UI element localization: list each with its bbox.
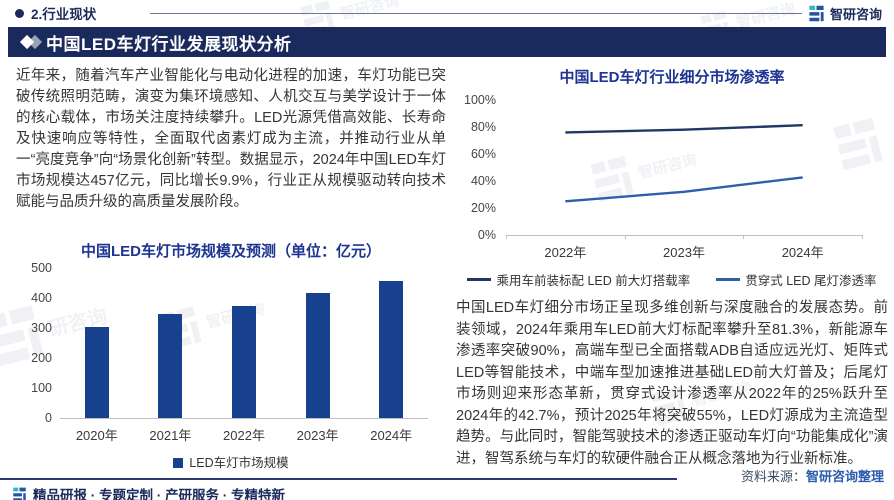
line-axis-tick	[506, 235, 507, 239]
line-y-tick: 60%	[470, 147, 496, 161]
bar-chart-yaxis: 0 100 200 300 400 500	[12, 261, 52, 425]
line-chart-xaxis: 2022年 2023年 2024年	[506, 242, 862, 260]
source-label: 资料来源：	[740, 469, 806, 484]
bar-x-label: 2023年	[296, 428, 339, 443]
bar-y-tick: 300	[31, 321, 52, 335]
bar-chart-legend: LED车灯市场规模	[16, 452, 446, 471]
legend-item-taillamp: 贯穿式 LED 尾灯渗透率	[716, 270, 877, 289]
line-series	[565, 124, 803, 134]
line-chart-yaxis: 0% 20% 40% 60% 80% 100%	[450, 93, 496, 242]
line-series	[565, 176, 803, 203]
line-chart-title: 中国LED车灯行业细分市场渗透率	[559, 69, 785, 86]
page-title-bar: 中国LED车灯行业发展现状分析	[8, 27, 886, 57]
bar-legend-swatch	[173, 458, 184, 468]
bar-y-tick: 400	[31, 291, 52, 305]
bar-y-tick: 200	[31, 351, 52, 365]
line-axis-tick	[862, 235, 863, 239]
intro-paragraph: 近年来，随着汽车产业智能化与电动化进程的加速，车灯功能已突破传统照明范畴，演变为…	[16, 68, 446, 210]
footer-slogan: 精品研报 · 专题定制 · 产研服务 · 专精特新	[33, 488, 285, 500]
bar-2022年	[232, 306, 256, 418]
line-y-tick: 20%	[470, 201, 496, 215]
legend-label-taillamp: 贯穿式 LED 尾灯渗透率	[745, 274, 877, 288]
header-divider	[150, 13, 802, 14]
line-y-tick: 80%	[470, 120, 496, 134]
line-axis-tick	[624, 235, 626, 239]
footer-divider	[0, 478, 677, 480]
line-x-label: 2023年	[663, 245, 705, 260]
brand-logo: 智研咨询	[808, 4, 882, 23]
legend-label-headlamp: 乘用车前装标配 LED 前大灯搭载率	[496, 274, 691, 288]
bar-y-tick: 500	[31, 261, 52, 275]
legend-item-headlamp: 乘用车前装标配 LED 前大灯搭载率	[467, 270, 690, 289]
line-chart-legend: 乘用车前装标配 LED 前大灯搭载率 贯穿式 LED 尾灯渗透率	[456, 270, 888, 289]
line-chart-plot	[506, 100, 863, 239]
source-value: 智研咨询整理	[805, 469, 884, 484]
bar-x-label: 2024年	[370, 428, 413, 443]
bar-y-tick: 0	[45, 411, 52, 425]
brand-name: 智研咨询	[829, 7, 882, 22]
analysis-paragraph: 中国LED车灯细分市场正呈现多维创新与深度融合的发展态势。前装领域，2024年乘…	[456, 300, 888, 467]
line-y-tick: 100%	[464, 93, 496, 107]
bar-x-label: 2022年	[223, 428, 265, 443]
bar-2023年	[305, 293, 330, 418]
bar-2021年	[158, 313, 183, 418]
bar-2024年	[379, 280, 404, 418]
bar-chart-plot	[60, 268, 428, 419]
bar-chart-title: 中国LED车灯市场规模及预测（单位：亿元）	[80, 243, 381, 260]
line-x-label: 2024年	[781, 245, 824, 260]
line-y-tick: 40%	[470, 174, 496, 188]
line-legend-swatch	[716, 278, 741, 281]
bar-x-label: 2020年	[75, 428, 118, 443]
section-title: 2.行业现状	[31, 7, 97, 22]
bar-x-label: 2021年	[149, 428, 192, 443]
line-x-label: 2022年	[544, 245, 587, 260]
page-title: 中国LED车灯行业发展现状分析	[46, 34, 292, 54]
line-y-tick: 0%	[477, 228, 496, 242]
section-bullet-icon	[15, 9, 24, 18]
bar-y-tick: 100	[31, 381, 52, 395]
source-note: 资料来源：智研咨询整理	[741, 466, 884, 485]
bar-chart-xaxis: 2020年 2021年 2022年 2023年 2024年	[60, 425, 428, 443]
line-legend-swatch	[467, 278, 492, 281]
line-axis-tick	[743, 235, 745, 239]
diamond-icon	[19, 34, 46, 50]
bar-legend-label: LED车灯市场规模	[189, 456, 289, 470]
footer: 精品研报 · 专题定制 · 产研服务 · 专精特新	[12, 484, 285, 500]
line-chart-svg	[565, 124, 803, 203]
brand-logo-icon	[809, 5, 824, 22]
footer-logo-icon	[13, 487, 26, 500]
bar-2020年	[84, 327, 109, 418]
